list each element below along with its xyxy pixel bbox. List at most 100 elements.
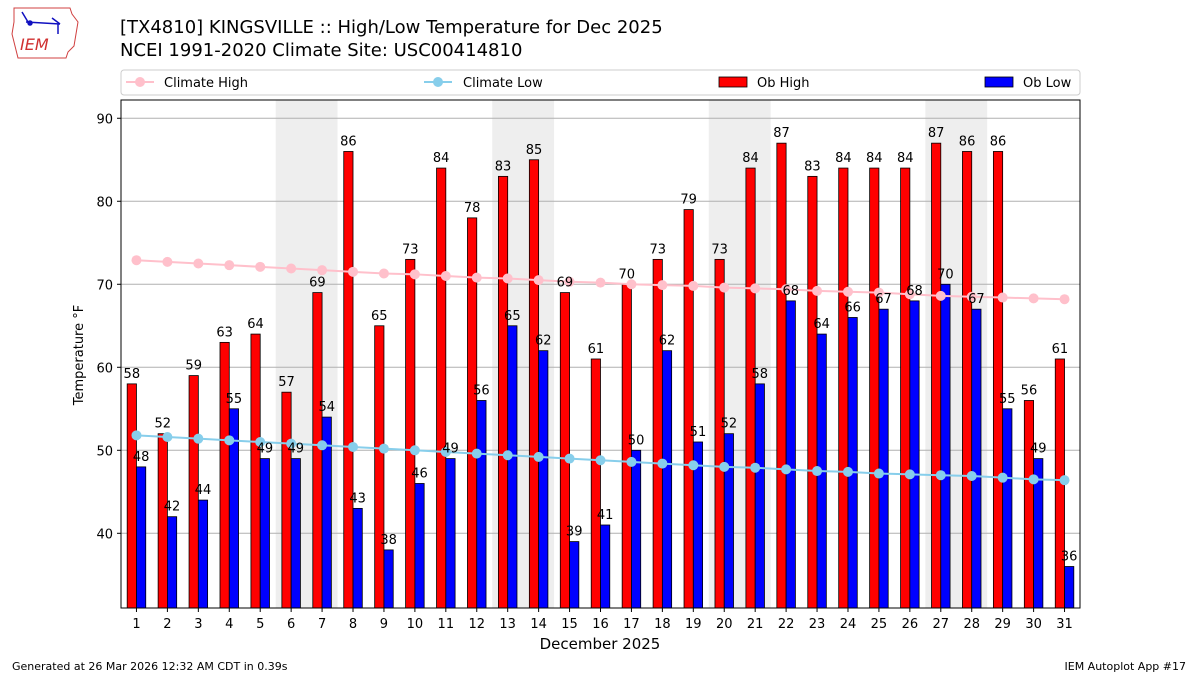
label-ob-low: 51 bbox=[690, 425, 707, 440]
climate-high-point bbox=[193, 258, 204, 269]
label-ob-high: 86 bbox=[959, 134, 976, 149]
x-tick-label: 15 bbox=[561, 617, 578, 632]
bar-ob-high bbox=[405, 258, 416, 609]
legend-label: Climate High bbox=[164, 76, 248, 91]
bar-ob-high bbox=[436, 167, 447, 609]
bar-ob-low bbox=[661, 350, 673, 609]
climate-low-point bbox=[224, 435, 235, 446]
climate-low-point bbox=[657, 458, 668, 469]
bar-ob-low bbox=[352, 507, 363, 609]
climate-low-point bbox=[935, 470, 946, 481]
climate-high-point bbox=[162, 256, 173, 267]
climate-high-point bbox=[440, 270, 451, 281]
label-ob-high: 73 bbox=[402, 242, 419, 257]
bar-ob-high bbox=[931, 142, 942, 609]
label-ob-high: 64 bbox=[247, 317, 264, 332]
label-ob-high: 70 bbox=[619, 267, 636, 282]
label-ob-high: 78 bbox=[464, 201, 481, 216]
label-ob-high: 57 bbox=[278, 375, 295, 390]
climate-low-point bbox=[719, 461, 730, 472]
climate-high-point bbox=[502, 273, 513, 284]
label-ob-high: 85 bbox=[526, 143, 543, 158]
label-ob-low: 55 bbox=[226, 392, 243, 407]
x-tick-label: 23 bbox=[809, 617, 826, 632]
x-tick-label: 4 bbox=[225, 617, 233, 632]
bar-ob-high bbox=[900, 167, 911, 609]
y-axis: 40 50 60 70 80 90 bbox=[96, 112, 121, 542]
climate-low-point bbox=[781, 464, 792, 475]
label-ob-high: 63 bbox=[216, 325, 233, 340]
bar-ob-high bbox=[652, 258, 663, 609]
x-tick-label: 25 bbox=[871, 617, 888, 632]
bar-ob-high bbox=[157, 433, 168, 609]
weather-station-icon bbox=[21, 11, 61, 34]
climate-low-point bbox=[997, 472, 1008, 483]
bar-ob-high bbox=[312, 292, 323, 609]
x-tick-label: 28 bbox=[963, 617, 980, 632]
bar-ob-low bbox=[290, 458, 301, 609]
climate-low-point bbox=[502, 450, 513, 461]
climate-high-point bbox=[317, 265, 328, 276]
label-ob-high: 86 bbox=[990, 134, 1007, 149]
label-ob-low: 55 bbox=[999, 392, 1016, 407]
x-tick-label: 16 bbox=[592, 617, 609, 632]
bar-ob-high bbox=[714, 258, 725, 609]
climate-high-point bbox=[842, 286, 853, 297]
legend-item-climate-low: Climate Low bbox=[424, 76, 543, 91]
climate-low-point bbox=[1059, 475, 1070, 486]
label-ob-high: 58 bbox=[124, 367, 141, 382]
label-ob-high: 83 bbox=[804, 159, 821, 174]
label-ob-low: 62 bbox=[659, 334, 676, 349]
climate-high-point bbox=[966, 291, 977, 302]
ob-low-swatch-icon bbox=[984, 76, 1014, 88]
label-ob-high: 79 bbox=[680, 193, 697, 208]
bar-ob-low bbox=[167, 516, 178, 609]
x-tick-label: 10 bbox=[407, 617, 424, 632]
bar-ob-low bbox=[631, 449, 642, 609]
x-tick-label: 11 bbox=[438, 617, 455, 632]
climate-high-point bbox=[935, 290, 946, 301]
ob-high-swatch-icon bbox=[718, 76, 748, 88]
label-ob-low: 38 bbox=[380, 533, 397, 548]
label-ob-low: 42 bbox=[164, 500, 181, 515]
label-ob-high: 52 bbox=[154, 417, 171, 432]
climate-low-point bbox=[750, 462, 761, 473]
label-ob-low: 67 bbox=[875, 292, 892, 307]
climate-high-point bbox=[719, 282, 730, 293]
climate-low-point bbox=[904, 469, 915, 480]
chart-subtitle: NCEI 1991-2020 Climate Site: USC00414810 bbox=[120, 40, 523, 61]
label-ob-high: 84 bbox=[866, 151, 883, 166]
x-tick-label: 19 bbox=[685, 617, 702, 632]
label-ob-low: 46 bbox=[411, 466, 428, 481]
label-ob-high: 59 bbox=[185, 359, 202, 374]
y-tick-label: 70 bbox=[96, 278, 113, 293]
bar-ob-high bbox=[126, 383, 137, 609]
climate-low-point bbox=[286, 438, 297, 449]
bar-ob-low bbox=[136, 466, 147, 609]
label-ob-low: 56 bbox=[473, 383, 490, 398]
bar-ob-high bbox=[745, 167, 756, 609]
bars bbox=[126, 142, 1075, 609]
x-tick-label: 17 bbox=[623, 617, 640, 632]
x-tick-label: 2 bbox=[163, 617, 171, 632]
bar-ob-low bbox=[754, 383, 765, 609]
bar-ob-low bbox=[476, 400, 487, 609]
x-tick-label: 18 bbox=[654, 617, 671, 632]
climate-low-point bbox=[409, 445, 420, 456]
bar-ob-low bbox=[878, 308, 889, 609]
climate-high-point bbox=[873, 287, 884, 298]
label-ob-high: 83 bbox=[495, 159, 512, 174]
iowa-outline-icon bbox=[11, 7, 79, 59]
x-tick-label: 24 bbox=[840, 617, 857, 632]
label-ob-low: 65 bbox=[504, 309, 521, 324]
legend-item-ob-low: Ob Low bbox=[984, 76, 1072, 91]
bar-ob-high bbox=[776, 142, 787, 609]
x-tick-label: 1 bbox=[132, 617, 140, 632]
climate-low-point bbox=[193, 433, 204, 444]
label-ob-low: 49 bbox=[1030, 442, 1047, 457]
y-tick-label: 90 bbox=[96, 112, 113, 127]
x-axis: 1 2 3 4 5 6 7 8 9 10 11 12 13 14 15 16 17 18 19 20 21 22 23 24 2… bbox=[132, 608, 1073, 632]
climate-high-point bbox=[1059, 294, 1070, 305]
climate-low-point bbox=[873, 468, 884, 479]
bar-ob-low bbox=[259, 458, 270, 609]
